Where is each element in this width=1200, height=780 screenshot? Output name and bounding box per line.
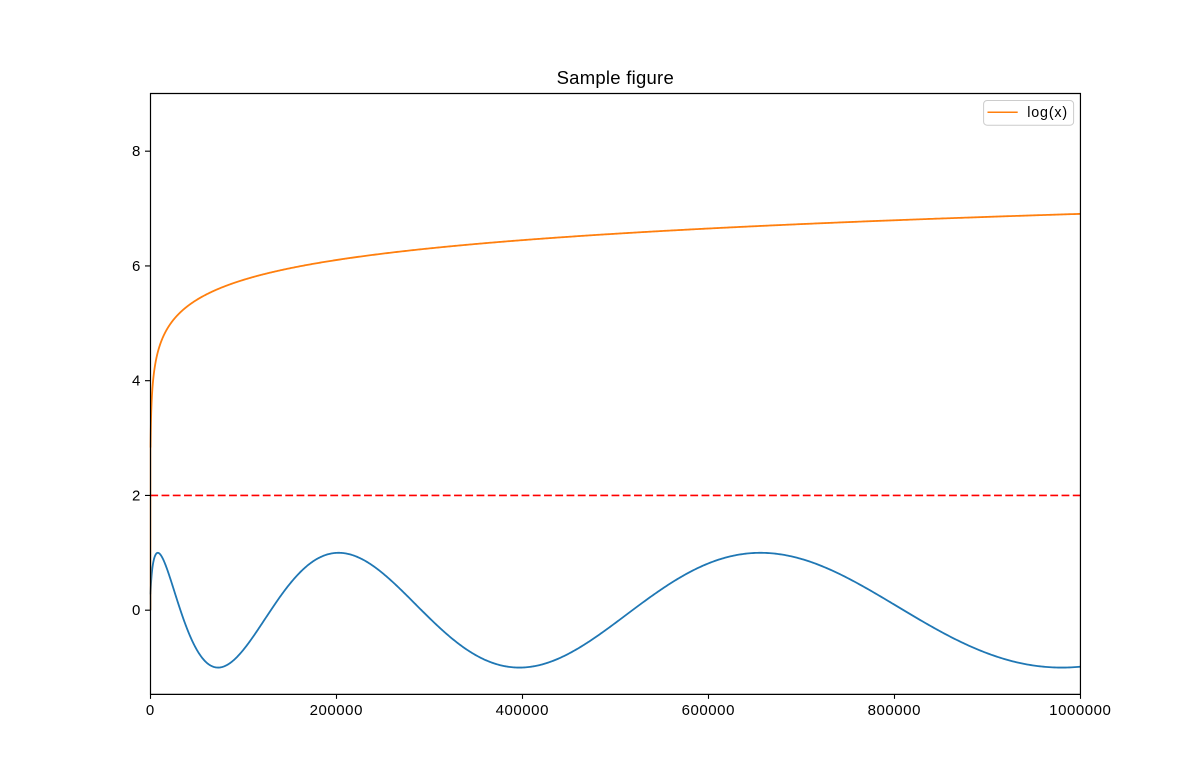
svg-text:0: 0	[146, 702, 155, 719]
svg-text:8: 8	[132, 143, 140, 160]
svg-text:Sample figure: Sample figure	[557, 67, 674, 88]
svg-text:600000: 600000	[682, 702, 735, 719]
svg-text:0: 0	[132, 602, 140, 619]
svg-text:400000: 400000	[496, 702, 549, 719]
svg-text:2: 2	[132, 487, 140, 504]
svg-text:4: 4	[132, 373, 140, 390]
svg-text:6: 6	[132, 258, 140, 275]
svg-text:log(x): log(x)	[1027, 105, 1068, 121]
svg-text:800000: 800000	[868, 702, 921, 719]
svg-text:200000: 200000	[310, 702, 363, 719]
svg-text:1000000: 1000000	[1049, 702, 1111, 719]
